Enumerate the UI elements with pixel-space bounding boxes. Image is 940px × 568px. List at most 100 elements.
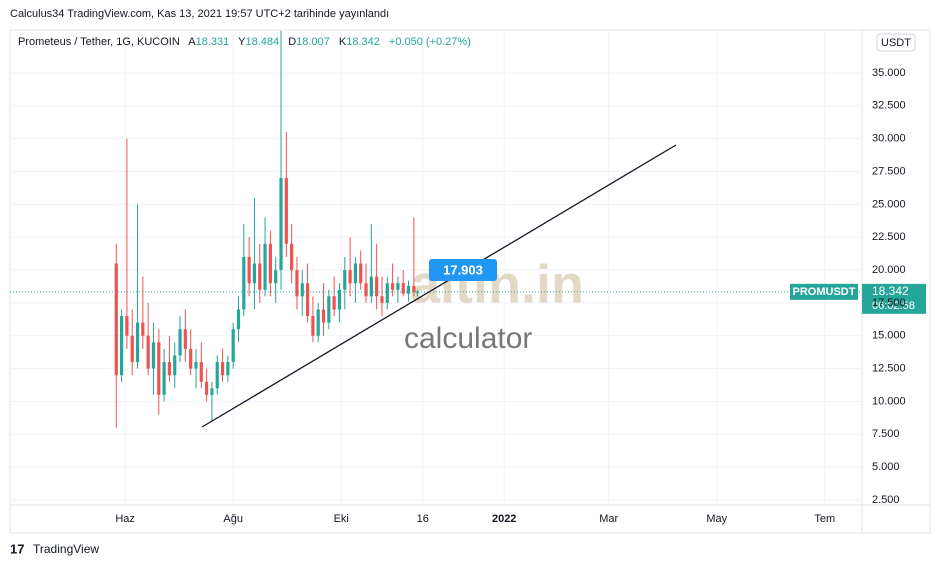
candle-body [226, 362, 230, 376]
currency-badge [876, 33, 916, 52]
candle-body [401, 283, 405, 294]
legend: Prometeus / Tether, 1G, KUCOIN A18.331 Y… [18, 36, 471, 48]
candle-body [258, 263, 262, 290]
candle-body [396, 283, 400, 290]
close-value: 18.342 [346, 36, 380, 48]
y-tick-label: 27.500 [872, 165, 906, 177]
trend-badge [429, 259, 497, 281]
x-tick-label: Tem [814, 513, 835, 525]
y-tick-label: 10.000 [872, 395, 906, 407]
published-note: Calculus34 TradingView.com, Kas 13, 2021… [10, 8, 389, 20]
candle-body [119, 316, 124, 376]
low-label: D [288, 36, 296, 48]
close-label: K [339, 36, 347, 48]
footer: TradingView [33, 542, 99, 556]
candle-body [167, 362, 172, 376]
y-tick-label: 22.500 [872, 231, 906, 243]
x-tick-label: May [706, 513, 727, 525]
x-tick-label: Eki [334, 513, 349, 525]
candle-body [173, 355, 177, 376]
footer-logo: 17 [10, 541, 24, 556]
candle-body [220, 362, 225, 376]
candle-body [130, 335, 134, 363]
candle-body [183, 329, 187, 349]
candle-body [194, 362, 198, 369]
y-tick-label: 32.500 [872, 100, 906, 112]
candle-body [125, 316, 129, 336]
countdown: 06:02:58 [872, 300, 915, 312]
trend-value: 17.903 [443, 262, 483, 277]
candle-body [215, 362, 219, 389]
candle-body [353, 263, 358, 284]
high-label: Y [238, 36, 246, 48]
x-tick-label: Mar [599, 513, 618, 525]
candles [114, 30, 420, 428]
last-price-label: 18.342 [872, 284, 909, 298]
candle-body [114, 263, 118, 376]
candle-body [385, 283, 389, 303]
candle-body [242, 256, 246, 310]
candle-body [364, 283, 368, 297]
pane-border [9, 29, 931, 534]
candle-body [311, 316, 315, 336]
candle-body [415, 291, 420, 293]
watermark-text: calculator [404, 322, 532, 355]
candle-body [263, 243, 267, 290]
price-badge [862, 283, 926, 314]
candle-body [369, 276, 373, 297]
candle-body [295, 270, 299, 297]
candle-body [210, 388, 214, 395]
y-tick-label: 17.500 [872, 297, 906, 309]
candle-body [348, 270, 352, 284]
candle-body [274, 270, 278, 284]
candle-body [375, 276, 379, 297]
x-tick-label: 16 [417, 513, 429, 525]
grid [10, 30, 862, 505]
candle-body [205, 381, 209, 395]
candle-body [321, 309, 326, 323]
y-tick-label: 15.000 [872, 330, 906, 342]
change: +0.050 (+0.27%) [389, 36, 471, 48]
candle-body [231, 329, 235, 363]
symbol-title: Prometeus / Tether, 1G, KUCOIN [18, 36, 180, 48]
candle-body [391, 283, 395, 290]
candle-body [316, 309, 320, 336]
candle-body [279, 178, 283, 271]
x-tick-label: 2022 [492, 513, 516, 525]
candle-body [162, 362, 166, 395]
open-value: 18.331 [196, 36, 230, 48]
symbol-badge [790, 283, 858, 300]
candle-body [406, 285, 411, 294]
x-tick-label: Ağu [223, 513, 243, 525]
candle-body [157, 342, 161, 395]
currency: USDT [881, 37, 911, 49]
y-tick-label: 2.500 [872, 494, 900, 506]
y-tick-label: 12.500 [872, 363, 906, 375]
candle-body [300, 283, 304, 297]
candle-body [236, 309, 241, 330]
candle-body [135, 322, 140, 363]
y-tick-label: 30.000 [872, 133, 906, 145]
last-price: PROMUSDT 18.342 06:02:58 [10, 283, 926, 314]
y-tick-label: 35.000 [872, 67, 906, 79]
candle-body [146, 335, 150, 369]
candle-body [412, 285, 416, 292]
trend-line [201, 144, 677, 428]
candle-body [247, 256, 251, 284]
candle-body [151, 342, 156, 369]
candle-body [327, 296, 331, 323]
candle-body [337, 289, 342, 310]
legend-line: Prometeus / Tether, 1G, KUCOIN A18.331 Y… [18, 36, 471, 48]
candle-body [305, 283, 310, 317]
candle-body [252, 263, 257, 284]
y-tick-label: 25.000 [872, 198, 906, 210]
x-tick-label: Haz [115, 513, 135, 525]
candle-body [268, 243, 272, 284]
y-tick-label: 20.000 [872, 264, 906, 276]
candle-body [141, 322, 145, 336]
candle-body [332, 296, 336, 310]
low-value: 18.007 [296, 36, 330, 48]
symbol-label: PROMUSDT [793, 286, 856, 298]
candle-body [290, 243, 294, 271]
